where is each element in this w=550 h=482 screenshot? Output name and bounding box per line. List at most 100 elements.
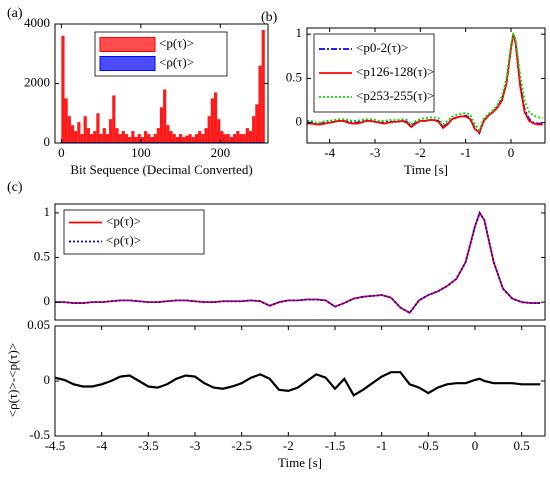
y-tick-label: 1 bbox=[44, 204, 51, 219]
bar bbox=[182, 137, 186, 143]
bar bbox=[213, 92, 218, 143]
bar bbox=[163, 89, 167, 143]
x-tick-label: 100 bbox=[131, 145, 151, 160]
bar bbox=[93, 131, 97, 143]
bar bbox=[64, 98, 68, 143]
bar bbox=[67, 116, 71, 143]
bar bbox=[229, 137, 234, 143]
x-tick-label: 200 bbox=[211, 145, 231, 160]
bar bbox=[178, 134, 183, 143]
bar bbox=[159, 107, 164, 143]
bar bbox=[109, 119, 113, 143]
bar bbox=[223, 134, 227, 143]
bar bbox=[236, 131, 240, 143]
bar bbox=[61, 35, 65, 143]
line-series bbox=[55, 210, 541, 315]
legend-label: <ρ(τ)> bbox=[106, 232, 141, 247]
bar bbox=[261, 29, 265, 143]
x-tick-label: -2 bbox=[283, 438, 294, 453]
bar bbox=[166, 125, 170, 143]
legend-swatch bbox=[99, 37, 156, 52]
x-tick-label: 0 bbox=[508, 145, 515, 160]
bar bbox=[121, 131, 125, 143]
legend-label: <p253-255(τ)> bbox=[356, 88, 434, 103]
bar bbox=[258, 65, 262, 143]
x-tick-label: -4 bbox=[324, 145, 335, 160]
legend-label: <p0-2(τ)> bbox=[356, 40, 408, 55]
x-tick-label: -0.5 bbox=[418, 438, 439, 453]
bar bbox=[150, 137, 154, 143]
line-series bbox=[55, 371, 541, 397]
y-tick-label: 1 bbox=[296, 25, 303, 40]
legend-label: <p126-128(τ)> bbox=[356, 64, 434, 79]
bar bbox=[217, 119, 221, 143]
x-axis-label: Time [s] bbox=[404, 162, 448, 177]
bar bbox=[86, 128, 90, 143]
x-tick-label: -3 bbox=[370, 145, 381, 160]
panel-label: (a) bbox=[7, 6, 23, 21]
x-tick-label: -1.5 bbox=[325, 438, 346, 453]
bar bbox=[134, 137, 138, 143]
bar bbox=[204, 128, 208, 143]
bar bbox=[248, 131, 253, 143]
y-tick-label: 0 bbox=[44, 293, 51, 308]
bar bbox=[128, 137, 132, 143]
bar bbox=[220, 131, 224, 143]
bar bbox=[233, 134, 237, 143]
bar bbox=[70, 125, 75, 143]
x-tick-label: -1 bbox=[376, 438, 387, 453]
bar bbox=[131, 131, 135, 143]
bar bbox=[226, 134, 230, 143]
x-tick-label: -1 bbox=[460, 145, 471, 160]
axes-frame bbox=[306, 27, 546, 144]
bar bbox=[80, 134, 84, 143]
bar bbox=[74, 131, 78, 143]
x-tick-label: -2 bbox=[415, 145, 426, 160]
bar bbox=[175, 137, 179, 143]
y-tick-label: 0 bbox=[44, 372, 51, 387]
bar bbox=[89, 134, 94, 143]
y-tick-label: 0 bbox=[44, 134, 51, 149]
bar bbox=[201, 134, 205, 143]
y-tick-label: 2000 bbox=[24, 74, 50, 89]
bar bbox=[255, 104, 259, 143]
legend-label: <p(τ)> bbox=[106, 213, 141, 228]
x-tick-label: 0.5 bbox=[514, 438, 530, 453]
bar bbox=[147, 134, 151, 143]
bar bbox=[144, 131, 148, 143]
bar bbox=[124, 134, 129, 143]
y-tick-label: 0.5 bbox=[286, 69, 302, 84]
bar bbox=[153, 134, 157, 143]
bar bbox=[245, 128, 249, 143]
y-tick-label: 0.5 bbox=[34, 249, 50, 264]
y-tick-label: 4000 bbox=[24, 15, 50, 30]
bar bbox=[188, 134, 192, 143]
x-tick-label: 0 bbox=[58, 145, 65, 160]
bar bbox=[112, 95, 116, 143]
panel-label: (c) bbox=[7, 180, 23, 195]
x-tick-label: -2.5 bbox=[231, 438, 252, 453]
bar bbox=[172, 134, 176, 143]
line-series bbox=[307, 31, 543, 132]
x-axis-label: Time [s] bbox=[278, 455, 322, 470]
y-tick-label: 0 bbox=[296, 114, 303, 129]
y-axis-label: <ρ(τ)>-<p(τ)> bbox=[5, 343, 20, 417]
legend-label: <p(τ)> bbox=[159, 35, 194, 50]
plot-area bbox=[307, 31, 543, 136]
bar bbox=[137, 134, 141, 143]
bar bbox=[185, 135, 189, 143]
x-tick-label: -3 bbox=[190, 438, 201, 453]
bar bbox=[242, 134, 246, 143]
plot-area bbox=[55, 210, 541, 315]
axes-frame bbox=[54, 203, 546, 321]
bar bbox=[156, 128, 160, 143]
x-tick-label: -4 bbox=[96, 438, 107, 453]
x-axis-label: Bit Sequence (Decimal Converted) bbox=[70, 162, 252, 177]
plot-area bbox=[55, 371, 541, 397]
bar bbox=[169, 131, 173, 143]
legend-box bbox=[63, 209, 205, 255]
bar bbox=[252, 116, 256, 143]
bar bbox=[198, 131, 202, 143]
bar bbox=[99, 134, 103, 143]
bar bbox=[77, 122, 81, 143]
